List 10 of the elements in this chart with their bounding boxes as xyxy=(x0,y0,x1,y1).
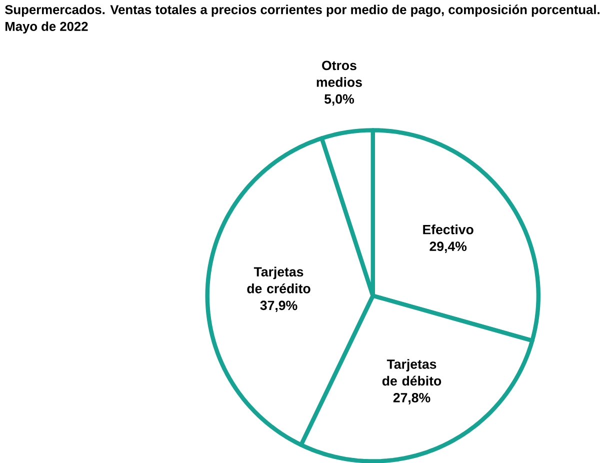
data-label: 27,8% xyxy=(393,392,430,404)
slice-label: Efectivo xyxy=(423,224,474,234)
data-label: 29,4% xyxy=(430,241,467,253)
data-label: 5,0% xyxy=(324,94,354,106)
text: Mayo de 2022 xyxy=(6,21,88,34)
data-label: 37,9% xyxy=(260,300,298,312)
chart-title: Supermercados. Ventas totales a precios corrientes por medio de pago, composición porcentual. xyxy=(5,4,600,17)
slice-label: Tarjetas de débito xyxy=(382,358,442,386)
slice-label: Tarjetas de crédito xyxy=(247,266,310,294)
slice-label: Otros medios xyxy=(316,60,362,87)
